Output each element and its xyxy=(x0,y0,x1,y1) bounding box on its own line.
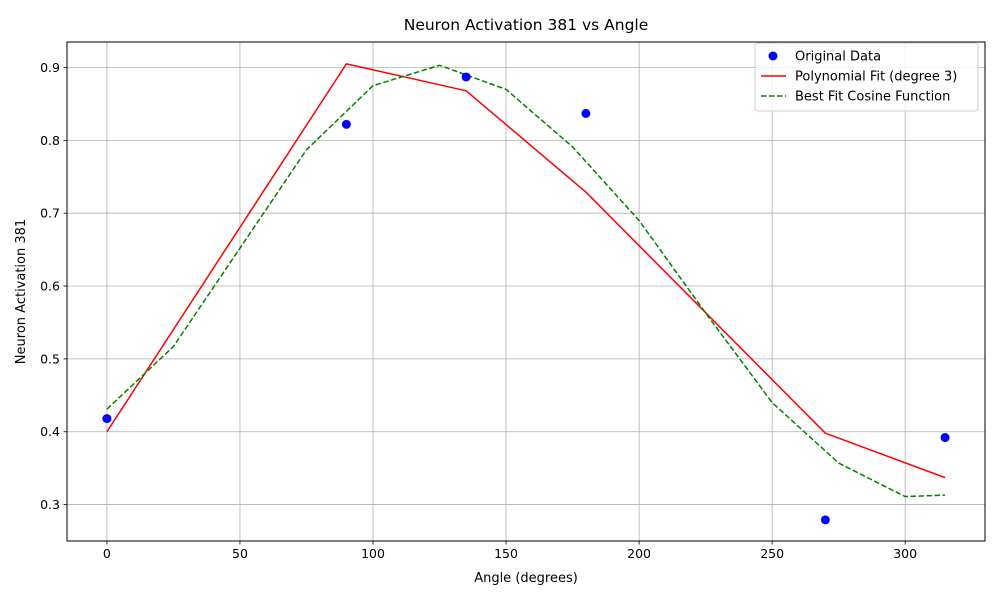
data-point xyxy=(940,433,950,443)
series-layer xyxy=(102,63,950,525)
chart-title: Neuron Activation 381 vs Angle xyxy=(404,16,649,34)
y-tick-label: 0.7 xyxy=(40,206,60,221)
data-point xyxy=(461,72,471,82)
legend-label-cosine-fit: Best Fit Cosine Function xyxy=(795,90,950,105)
y-tick-label: 0.3 xyxy=(40,497,60,512)
x-tick-label: 250 xyxy=(760,546,784,561)
y-tick-label: 0.6 xyxy=(40,279,60,294)
x-tick-label: 0 xyxy=(103,546,111,561)
x-tick-label: 150 xyxy=(494,546,518,561)
legend-box xyxy=(754,42,979,112)
ticks: 0 50 100 150 200 250 300 0.3 0.4 0.5 0.6 0.7 0.8 0.9 xyxy=(40,60,917,561)
data-point xyxy=(341,119,351,129)
cosine-fit-line xyxy=(106,64,946,498)
data-point xyxy=(102,414,112,424)
x-tick-label: 100 xyxy=(361,546,385,561)
y-tick-label: 0.8 xyxy=(40,133,60,148)
legend-marker-original-data xyxy=(768,51,778,61)
x-tick-label: 50 xyxy=(232,546,248,561)
plot-frame xyxy=(66,41,986,542)
y-tick-label: 0.4 xyxy=(40,424,60,439)
legend-label-original-data: Original Data xyxy=(795,50,881,65)
x-tick-label: 300 xyxy=(893,546,917,561)
y-tick-label: 0.5 xyxy=(40,351,60,366)
polynomial-fit-line xyxy=(106,63,946,479)
grid xyxy=(67,42,985,541)
y-axis-label: Neuron Activation 381 xyxy=(14,219,29,364)
x-tick-label: 200 xyxy=(627,546,651,561)
data-point xyxy=(820,515,830,525)
y-tick-label: 0.9 xyxy=(40,60,60,75)
data-point xyxy=(581,108,591,118)
legend-label-polynomial-fit: Polynomial Fit (degree 3) xyxy=(795,70,957,85)
legend: Original Data Polynomial Fit (degree 3) … xyxy=(754,42,979,112)
x-axis-label: Angle (degrees) xyxy=(474,571,578,586)
